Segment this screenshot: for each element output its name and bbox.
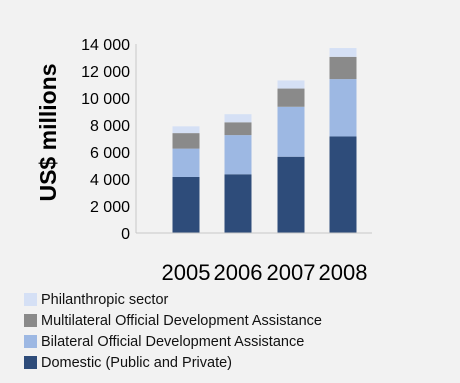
legend-item-bilateral: Bilateral Official Development Assistanc… bbox=[24, 331, 322, 352]
bar-segment bbox=[277, 80, 305, 89]
bars bbox=[172, 48, 357, 233]
x-tick-label: 2006 bbox=[214, 260, 263, 285]
y-tick-label: 4 000 bbox=[90, 172, 130, 189]
legend-swatch bbox=[24, 356, 37, 369]
bar-segment bbox=[329, 136, 357, 233]
bar-segment bbox=[329, 56, 357, 80]
y-tick-label: 6 000 bbox=[90, 145, 130, 162]
legend-label: Philanthropic sector bbox=[41, 291, 169, 308]
legend-swatch bbox=[24, 293, 37, 306]
bar-segment bbox=[277, 106, 305, 157]
legend-label: Multilateral Official Development Assist… bbox=[41, 312, 322, 329]
y-tick-label: 10 000 bbox=[81, 91, 130, 108]
bar-segment bbox=[224, 122, 252, 136]
y-axis-label: US$ millions bbox=[35, 63, 61, 201]
bar-segment bbox=[277, 156, 305, 233]
y-tick-label: 14 000 bbox=[81, 37, 130, 54]
y-tick-label: 12 000 bbox=[81, 64, 130, 81]
legend-item-multilateral: Multilateral Official Development Assist… bbox=[24, 310, 322, 331]
legend-swatch bbox=[24, 314, 37, 327]
x-tick-label: 2005 bbox=[162, 260, 211, 285]
bar-segment bbox=[277, 88, 305, 107]
chart-legend: Philanthropic sector Multilateral Offici… bbox=[24, 289, 322, 373]
bar-segment bbox=[172, 176, 200, 233]
bar-segment bbox=[224, 135, 252, 175]
bar-segment bbox=[172, 126, 200, 134]
bar-segment bbox=[172, 148, 200, 177]
x-axis-ticks: 2005 2006 2007 2008 bbox=[162, 260, 368, 285]
legend-label: Domestic (Public and Private) bbox=[41, 354, 232, 371]
y-tick-label: 2 000 bbox=[90, 199, 130, 216]
bar-segment bbox=[329, 48, 357, 57]
legend-label: Bilateral Official Development Assistanc… bbox=[41, 333, 305, 350]
bar-segment bbox=[224, 174, 252, 233]
legend-item-domestic: Domestic (Public and Private) bbox=[24, 352, 322, 373]
bar-segment bbox=[224, 114, 252, 123]
y-tick-label: 8 000 bbox=[90, 118, 130, 135]
legend-swatch bbox=[24, 335, 37, 348]
bar-segment bbox=[172, 133, 200, 149]
x-tick-label: 2008 bbox=[319, 260, 368, 285]
legend-item-philanthropic: Philanthropic sector bbox=[24, 289, 322, 310]
bar-segment bbox=[329, 79, 357, 137]
x-tick-label: 2007 bbox=[267, 260, 316, 285]
y-axis-ticks: 0 2 000 4 000 6 000 8 000 10 000 12 000 14 000 bbox=[81, 37, 130, 243]
y-tick-label: 0 bbox=[121, 226, 130, 243]
